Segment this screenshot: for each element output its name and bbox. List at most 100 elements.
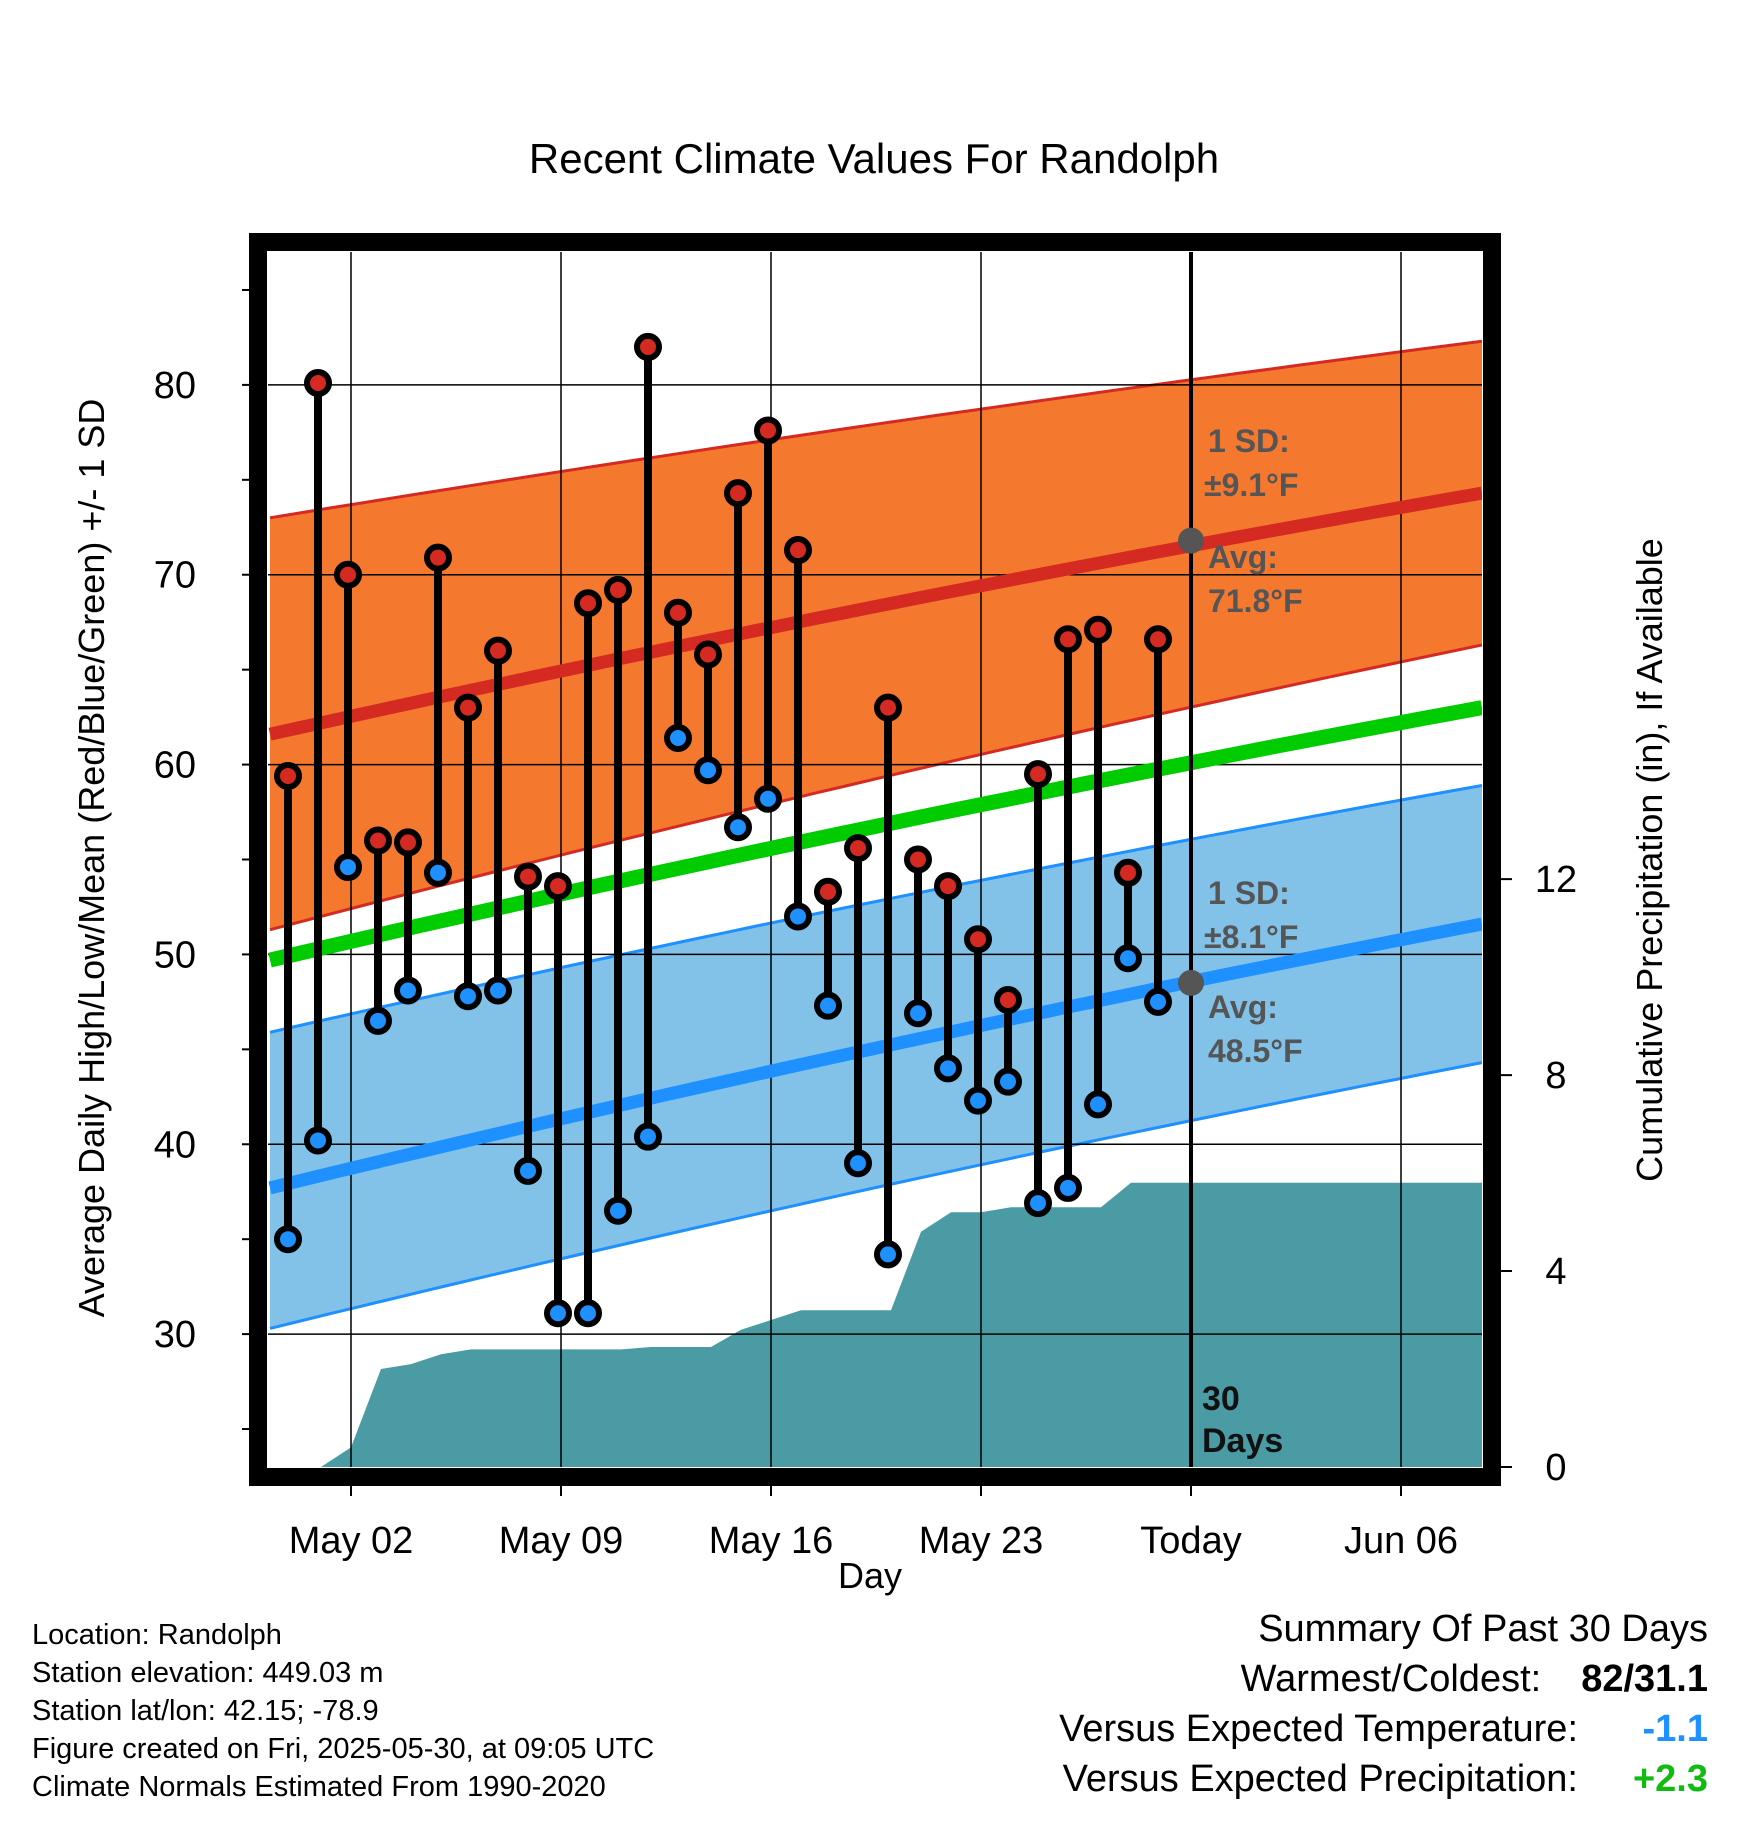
created-text: Figure created on Fri, 2025-05-30, at 09… [32, 1733, 655, 1765]
x-tick-label: May 16 [709, 1520, 834, 1562]
days-window-label: Days [1202, 1422, 1283, 1460]
high-avg-label: Avg: [1208, 539, 1278, 575]
x-tick-label: Jun 06 [1344, 1520, 1458, 1562]
daily-low-point [304, 1126, 332, 1155]
daily-high-point [394, 828, 422, 857]
daily-low-point [394, 976, 422, 1005]
daily-high-point [904, 845, 932, 874]
daily-low-point [544, 1299, 572, 1328]
daily-low-point [1054, 1173, 1082, 1202]
daily-high-point [334, 560, 362, 589]
high-avg-value: 71.8°F [1208, 583, 1303, 619]
daily-low-point [814, 991, 842, 1020]
daily-low-point [604, 1196, 632, 1225]
daily-low-point [1084, 1090, 1112, 1119]
temp-vs-expected-value: -1.1 [1642, 1708, 1708, 1750]
daily-high-point [694, 640, 722, 669]
daily-low-point [934, 1054, 962, 1083]
daily-low-point [574, 1299, 602, 1328]
daily-high-point [754, 416, 782, 445]
daily-low-point [664, 724, 692, 752]
low-avg-value: 48.5°F [1208, 1033, 1303, 1069]
precip-vs-expected-value: +2.3 [1632, 1758, 1708, 1800]
daily-high-point [544, 872, 572, 901]
today-avg-low-marker [1178, 969, 1204, 996]
daily-high-point [964, 925, 992, 954]
low-sd-band [270, 785, 1482, 1329]
daily-high-point [1024, 760, 1052, 789]
precip-vs-expected-label: Versus Expected Precipitation: [1062, 1758, 1578, 1800]
daily-low-point [274, 1225, 302, 1254]
latlon-text: Station lat/lon: 42.15; -78.9 [32, 1695, 379, 1727]
daily-high-point [1144, 625, 1172, 654]
daily-low-point [784, 902, 812, 931]
daily-high-point [664, 598, 692, 627]
daily-high-point [994, 985, 1022, 1014]
daily-high-point [784, 536, 812, 565]
high-sd-label: 1 SD: [1208, 423, 1290, 459]
y-tick-label-left: 80 [154, 365, 196, 407]
high-sd-band [270, 341, 1482, 930]
daily-high-point [844, 834, 872, 863]
y-tick-label-right: 12 [1535, 859, 1577, 901]
low-sd-label: 1 SD: [1208, 875, 1290, 911]
low-sd-value: ±8.1°F [1204, 919, 1298, 955]
y-tick-label-left: 50 [154, 934, 196, 976]
warmest-label: Warmest/Coldest: [1240, 1658, 1542, 1700]
y-tick-label-left: 70 [154, 555, 196, 597]
high-sd-value: ±9.1°F [1204, 467, 1298, 503]
y-axis-label-right: Cumulative Precipitation (in), If Availa… [1629, 538, 1670, 1182]
chart-title: Recent Climate Values For Randolph [529, 135, 1219, 182]
high-sd-upper-line [269, 339, 1482, 520]
daily-low-point [754, 784, 782, 813]
daily-low-point [874, 1240, 902, 1269]
elevation-text: Station elevation: 449.03 m [32, 1657, 384, 1689]
daily-high-point [1054, 625, 1082, 654]
daily-high-point [514, 862, 542, 891]
y-axis-label-left: Average Daily High/Low/Mean (Red/Blue/Gr… [71, 399, 112, 1318]
daily-high-point [934, 872, 962, 901]
x-tick-label: Today [1140, 1520, 1241, 1562]
daily-low-point [364, 1006, 392, 1035]
x-tick-label: May 02 [289, 1520, 414, 1562]
y-tick-label-right: 0 [1545, 1447, 1566, 1489]
location-text: Location: Randolph [32, 1619, 282, 1651]
daily-low-point [1144, 987, 1172, 1016]
y-tick-label-left: 40 [154, 1124, 196, 1166]
low-sd-lower-line [269, 1061, 1482, 1330]
daily-high-point [634, 332, 662, 361]
avg-high-line [268, 486, 1482, 741]
y-tick-label-right: 4 [1545, 1251, 1566, 1293]
daily-low-point [694, 756, 722, 785]
plot-clip-group [268, 252, 1482, 1467]
daily-high-point [724, 479, 752, 508]
daily-low-point [844, 1149, 872, 1178]
plot-area: 1 SD: ±9.1°F Avg: 71.8°F 1 SD: ±8.1°F Avg: 48.5… [154, 233, 1577, 1562]
y-tick-label-right: 8 [1545, 1055, 1566, 1097]
daily-high-point [814, 877, 842, 906]
daily-low-point [334, 853, 362, 882]
daily-high-point [364, 826, 392, 855]
precip-area [270, 1182, 1482, 1467]
x-tick-label: May 23 [919, 1520, 1044, 1562]
daily-low-point [424, 858, 452, 887]
low-avg-label: Avg: [1208, 989, 1278, 1025]
summary-heading: Summary Of Past 30 Days [1258, 1608, 1708, 1650]
y-tick-label-left: 60 [154, 745, 196, 787]
daily-low-point [484, 976, 512, 1005]
daily-low-point [634, 1122, 662, 1151]
x-axis-label: Day [838, 1555, 902, 1596]
daily-high-point [574, 589, 602, 618]
daily-high-point [1084, 615, 1112, 644]
daily-high-point [1114, 858, 1142, 887]
station-info: Location: Randolph Station elevation: 44… [32, 1616, 654, 1806]
avg-low-line [268, 917, 1482, 1195]
daily-low-point [724, 813, 752, 842]
normals-text: Climate Normals Estimated From 1990-2020 [32, 1771, 606, 1803]
daily-high-point [874, 693, 902, 722]
daily-low-point [994, 1067, 1022, 1096]
daily-high-point [484, 636, 512, 665]
summary-panel: Summary Of Past 30 Days Warmest/Coldest:… [1059, 1608, 1708, 1808]
daily-low-point [1024, 1189, 1052, 1218]
today-avg-high-marker [1178, 527, 1204, 554]
